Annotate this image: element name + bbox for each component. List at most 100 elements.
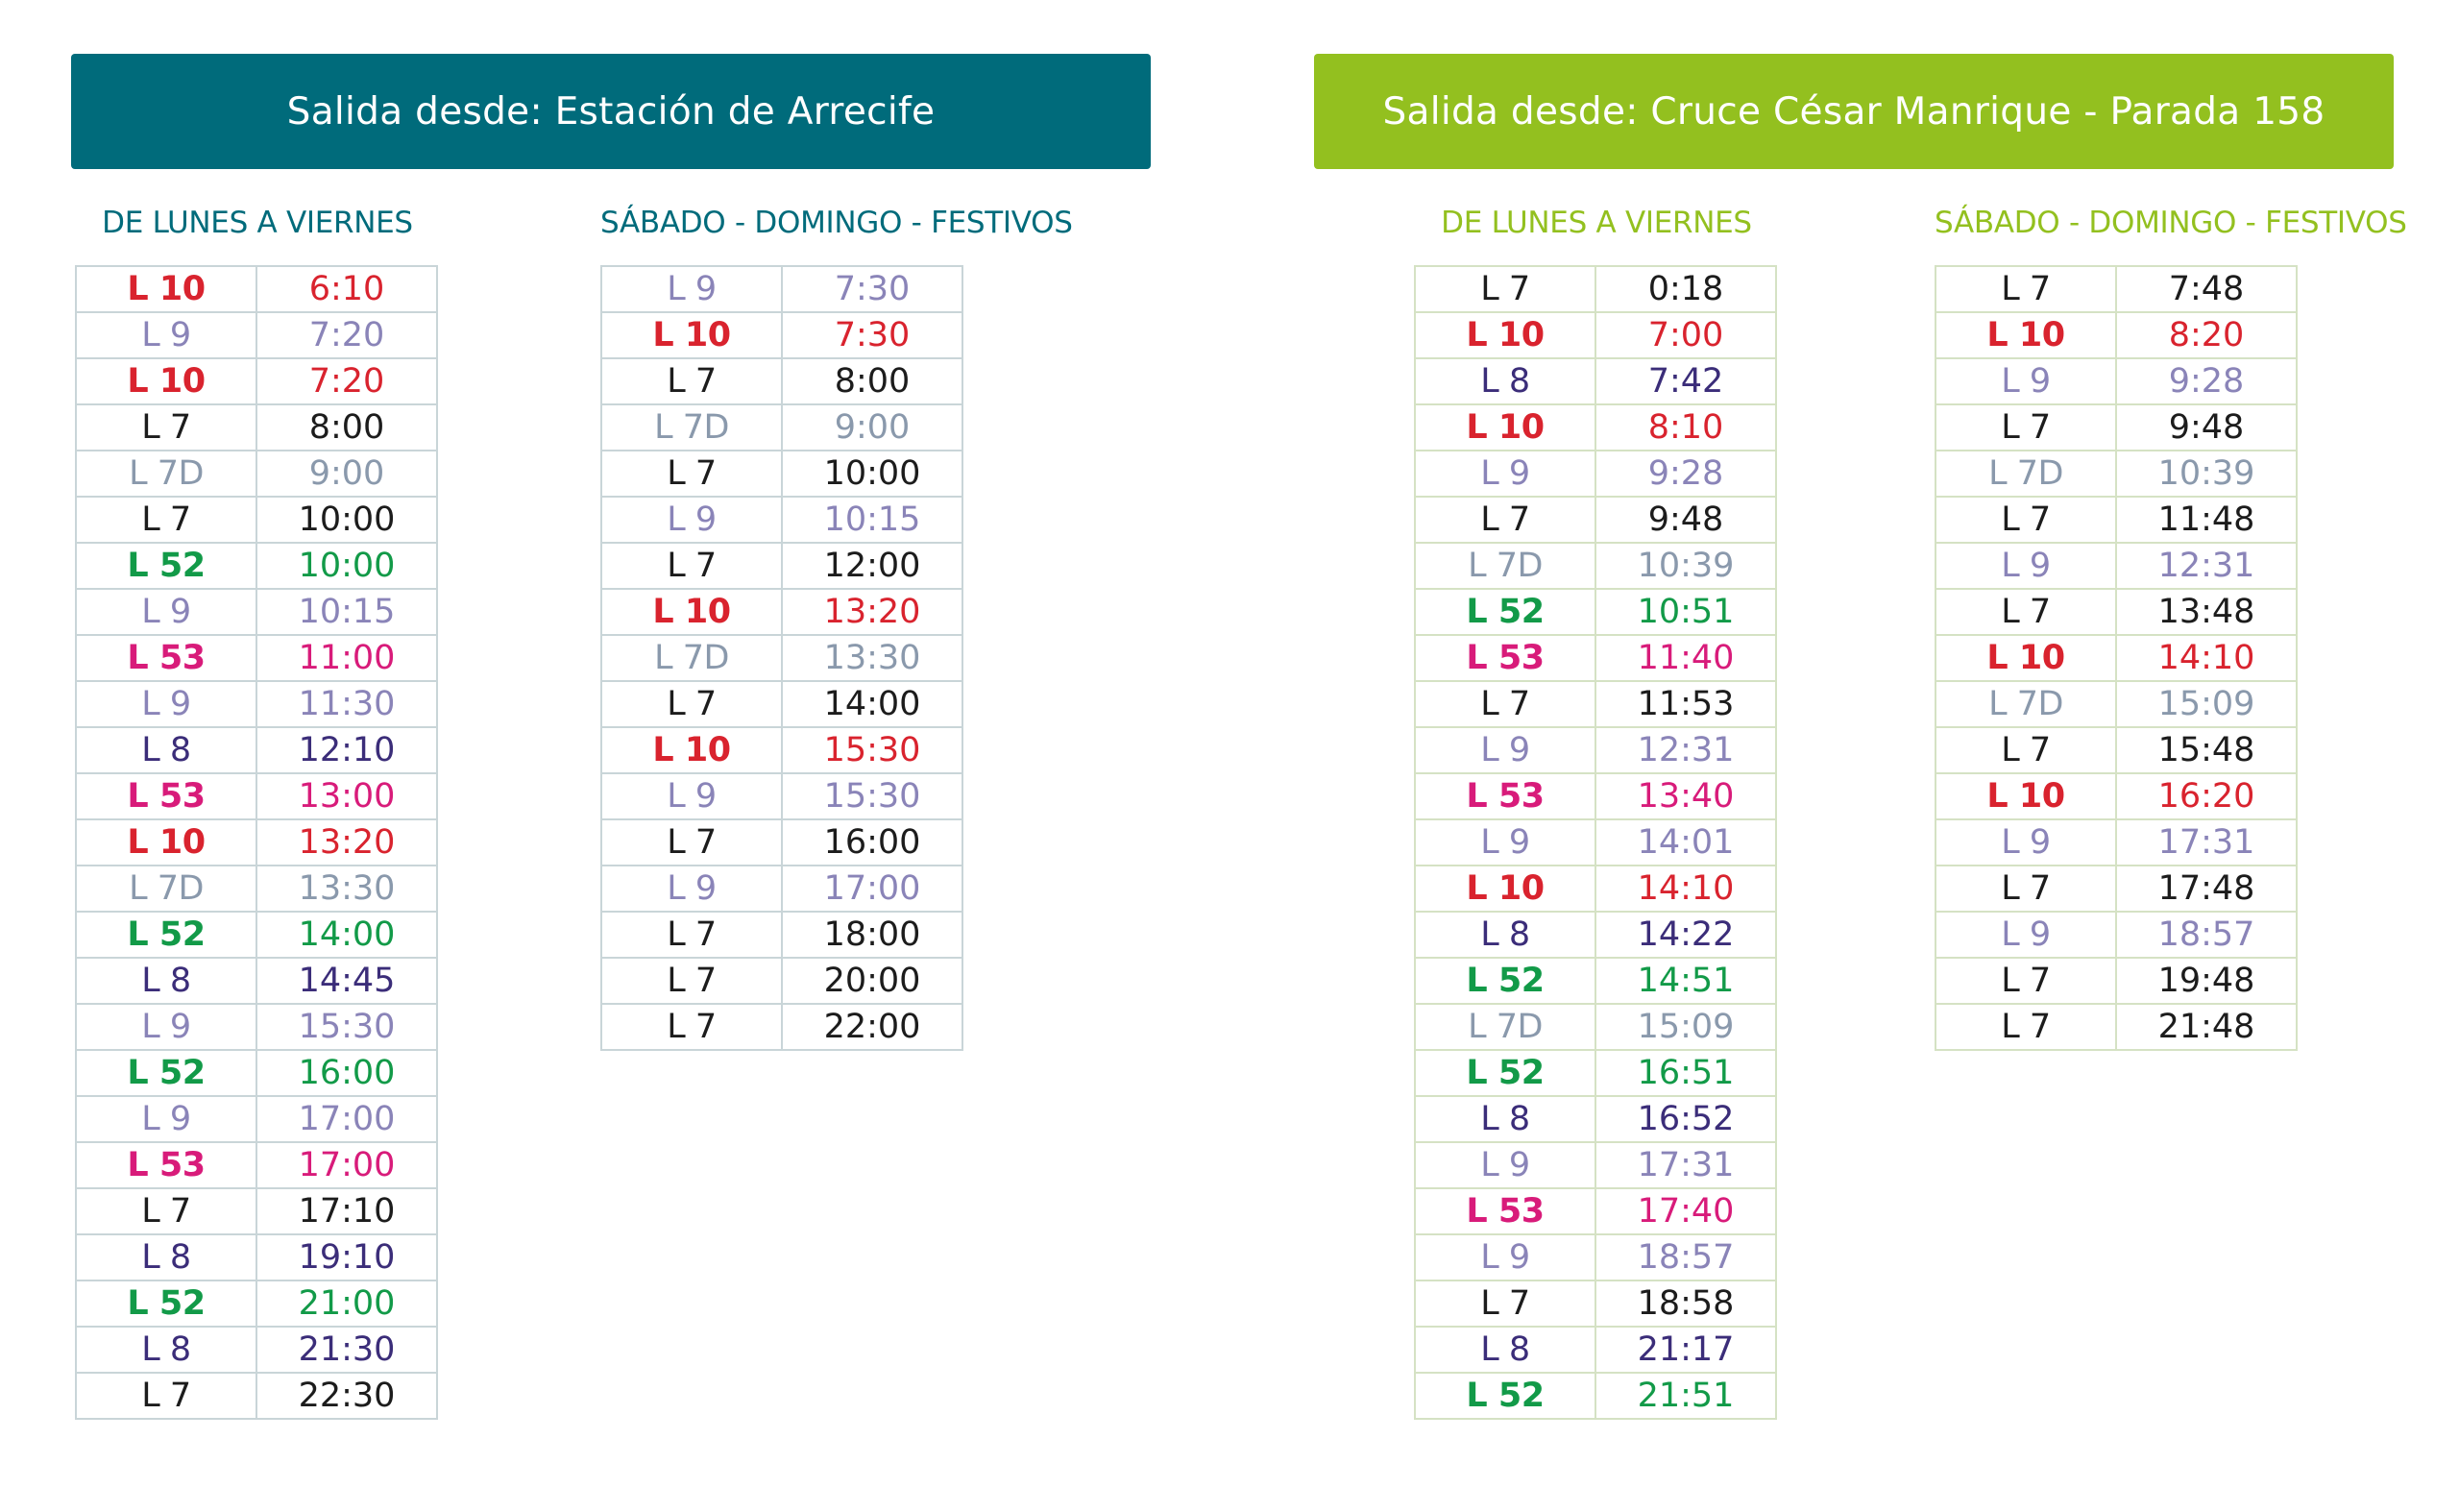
line-cell: L 53	[75, 1141, 257, 1189]
line-cell: L 10	[75, 818, 257, 866]
banner-cruce-cesar-manrique: Salida desde: Cruce César Manrique - Par…	[1314, 54, 2394, 169]
line-cell: L 53	[1414, 1187, 1596, 1235]
line-cell: L 9	[1935, 357, 2117, 405]
time-cell: 13:20	[256, 818, 438, 866]
table-row: L 10 7:00	[1414, 311, 1777, 359]
time-cell: 16:00	[256, 1049, 438, 1097]
table-row: L 7 0:18	[1414, 265, 1777, 313]
time-cell: 8:20	[2115, 311, 2298, 359]
line-cell: L 10	[1935, 311, 2117, 359]
table-row: L 9 10:15	[75, 588, 438, 636]
table-row: L 9 17:31	[1935, 818, 2298, 866]
time-cell: 11:40	[1595, 634, 1777, 682]
line-cell: L 52	[75, 1280, 257, 1328]
time-cell: 10:15	[781, 496, 963, 544]
line-cell: L 9	[75, 1095, 257, 1143]
line-cell: L 53	[75, 772, 257, 820]
time-cell: 18:00	[781, 911, 963, 959]
line-cell: L 10	[75, 265, 257, 313]
line-cell: L 8	[1414, 911, 1596, 959]
line-cell: L 7D	[600, 634, 783, 682]
table-row: L 7D 10:39	[1414, 542, 1777, 590]
time-cell: 17:40	[1595, 1187, 1777, 1235]
table-row: L 7 21:48	[1935, 1003, 2298, 1051]
time-cell: 11:48	[2115, 496, 2298, 544]
table-row: L 7D 9:00	[600, 403, 963, 451]
time-cell: 22:30	[256, 1372, 438, 1420]
line-cell: L 8	[1414, 357, 1596, 405]
line-cell: L 52	[1414, 1372, 1596, 1420]
line-cell: L 7	[1935, 496, 2117, 544]
line-cell: L 9	[75, 680, 257, 728]
time-cell: 9:48	[1595, 496, 1777, 544]
time-cell: 17:00	[256, 1095, 438, 1143]
table-row: L 7 11:48	[1935, 496, 2298, 544]
line-cell: L 10	[75, 357, 257, 405]
line-cell: L 52	[75, 911, 257, 959]
table-row: L 8 14:22	[1414, 911, 1777, 959]
table-row: L 52 14:51	[1414, 957, 1777, 1005]
line-cell: L 10	[1414, 311, 1596, 359]
section-title: Salida desde: Cruce César Manrique - Par…	[1382, 89, 2325, 134]
line-cell: L 10	[1414, 865, 1596, 913]
table-row: L 7 17:48	[1935, 865, 2298, 913]
line-cell: L 9	[1414, 1233, 1596, 1281]
time-cell: 17:31	[1595, 1141, 1777, 1189]
time-cell: 18:57	[1595, 1233, 1777, 1281]
time-cell: 14:51	[1595, 957, 1777, 1005]
line-cell: L 7	[1935, 957, 2117, 1005]
line-cell: L 9	[1414, 1141, 1596, 1189]
schedule-label: SÁBADO - DOMINGO - FESTIVOS	[1935, 206, 2407, 240]
time-cell: 7:20	[256, 311, 438, 359]
line-cell: L 7D	[1414, 542, 1596, 590]
table-row: L 9 11:30	[75, 680, 438, 728]
table-row: L 8 12:10	[75, 726, 438, 774]
table-row: L 7 12:00	[600, 542, 963, 590]
line-cell: L 10	[600, 726, 783, 774]
time-cell: 9:48	[2115, 403, 2298, 451]
line-cell: L 7	[600, 957, 783, 1005]
line-cell: L 7	[1414, 1280, 1596, 1328]
table-row: L 52 21:51	[1414, 1372, 1777, 1420]
table-row: L 9 15:30	[75, 1003, 438, 1051]
time-cell: 13:20	[781, 588, 963, 636]
time-cell: 16:00	[781, 818, 963, 866]
table-row: L 9 9:28	[1414, 450, 1777, 498]
table-row: L 7D 10:39	[1935, 450, 2298, 498]
line-cell: L 7	[1935, 588, 2117, 636]
time-cell: 15:09	[1595, 1003, 1777, 1051]
table-row: L 7D 9:00	[75, 450, 438, 498]
time-cell: 10:00	[256, 496, 438, 544]
table-row: L 8 7:42	[1414, 357, 1777, 405]
line-cell: L 7D	[75, 450, 257, 498]
banner-arrecife: Salida desde: Estación de Arrecife	[71, 54, 1151, 169]
table-row: L 9 17:00	[75, 1095, 438, 1143]
line-cell: L 8	[75, 1326, 257, 1374]
line-cell: L 9	[600, 496, 783, 544]
time-cell: 14:22	[1595, 911, 1777, 959]
time-cell: 11:30	[256, 680, 438, 728]
schedule-weekdays-arrecife: DE LUNES A VIERNES L 10 6:10 L 9 7:20 L 10 7:…	[75, 200, 440, 1420]
table-row: L 7 9:48	[1414, 496, 1777, 544]
line-cell: L 52	[1414, 1049, 1596, 1097]
line-cell: L 9	[75, 588, 257, 636]
time-cell: 15:30	[781, 772, 963, 820]
line-cell: L 7	[600, 357, 783, 405]
time-cell: 14:00	[781, 680, 963, 728]
table-row: L 7 22:00	[600, 1003, 963, 1051]
table-row: L 7 19:48	[1935, 957, 2298, 1005]
time-cell: 10:00	[256, 542, 438, 590]
time-cell: 22:00	[781, 1003, 963, 1051]
table-row: L 7D 15:09	[1414, 1003, 1777, 1051]
table-row: L 52 14:00	[75, 911, 438, 959]
table-row: L 7 10:00	[600, 450, 963, 498]
time-cell: 8:10	[1595, 403, 1777, 451]
table-row: L 53 13:00	[75, 772, 438, 820]
table-row: L 7D 13:30	[75, 865, 438, 913]
time-cell: 14:10	[2115, 634, 2298, 682]
table-row: L 52 10:00	[75, 542, 438, 590]
time-cell: 9:28	[2115, 357, 2298, 405]
line-cell: L 10	[600, 588, 783, 636]
line-cell: L 7	[75, 1372, 257, 1420]
table-row: L 53 17:00	[75, 1141, 438, 1189]
